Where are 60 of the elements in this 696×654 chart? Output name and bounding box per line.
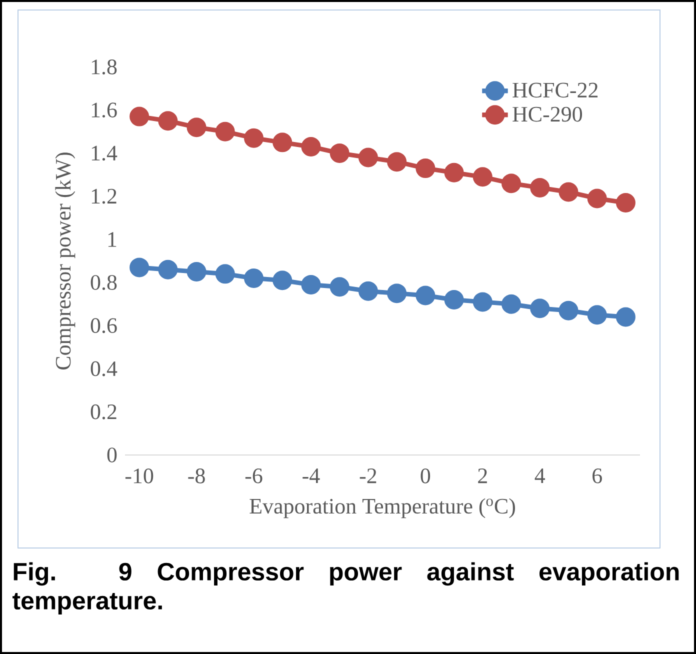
point (272, 270, 292, 290)
point (502, 174, 522, 194)
point (158, 111, 178, 131)
point (215, 264, 235, 284)
point (587, 305, 607, 325)
point (272, 132, 292, 152)
point (616, 193, 636, 213)
point (616, 307, 636, 327)
point (158, 260, 178, 280)
point (530, 298, 550, 318)
y-tick-label: 1 (108, 232, 116, 247)
legend-label: HC-290 (512, 106, 582, 122)
y-tick-label: 0 (107, 448, 117, 462)
x-tick-label: 6 (592, 468, 602, 484)
x-tick-label: 0 (420, 468, 430, 484)
x-tick-label: 2 (478, 468, 487, 484)
legend-label: HCFC-22 (512, 82, 598, 98)
point (472, 292, 492, 312)
x-tick-label: -8 (188, 468, 205, 484)
x-tick-label: -6 (245, 468, 262, 484)
point (416, 158, 436, 178)
point (587, 188, 607, 208)
x-tick-label: -10 (125, 468, 154, 484)
x-tick-label: -4 (302, 468, 320, 483)
point (186, 118, 206, 138)
point (244, 268, 264, 288)
point (558, 300, 578, 320)
y-tick-label: 1.6 (92, 102, 117, 118)
point (558, 182, 578, 202)
point (330, 143, 350, 163)
x-axis-title: Evaporation Temperature ($^{o}$C) (250, 498, 515, 518)
point (502, 294, 522, 314)
point (244, 128, 264, 148)
point (301, 274, 321, 294)
point (444, 162, 464, 182)
y-tick-label: 1.4 (92, 146, 118, 161)
y-tick-label: 1.2 (92, 188, 116, 204)
x-tick-label: -2 (360, 468, 376, 484)
point (358, 148, 378, 168)
point (130, 106, 150, 126)
point (215, 122, 235, 142)
y-tick-label: 0.6 (90, 318, 117, 334)
point (387, 284, 407, 304)
y-tick-label: 1.8 (92, 60, 117, 74)
point (358, 281, 378, 301)
x-tick-label: 4 (534, 468, 546, 483)
point (444, 290, 464, 310)
point (530, 178, 550, 198)
point (330, 277, 350, 297)
caption: Fig. 9 Compressor power against evaporation temperature. (12, 562, 679, 614)
y-tick-label: 0.4 (90, 361, 118, 376)
point (130, 258, 150, 278)
y-axis-title: Compressor power (kW) (55, 152, 76, 370)
point (186, 262, 206, 282)
point (301, 136, 321, 156)
y-tick-label: 0.2 (90, 404, 116, 420)
point (472, 167, 492, 187)
point (416, 286, 436, 306)
point (387, 152, 407, 172)
y-tick-label: 0.8 (90, 275, 117, 290)
